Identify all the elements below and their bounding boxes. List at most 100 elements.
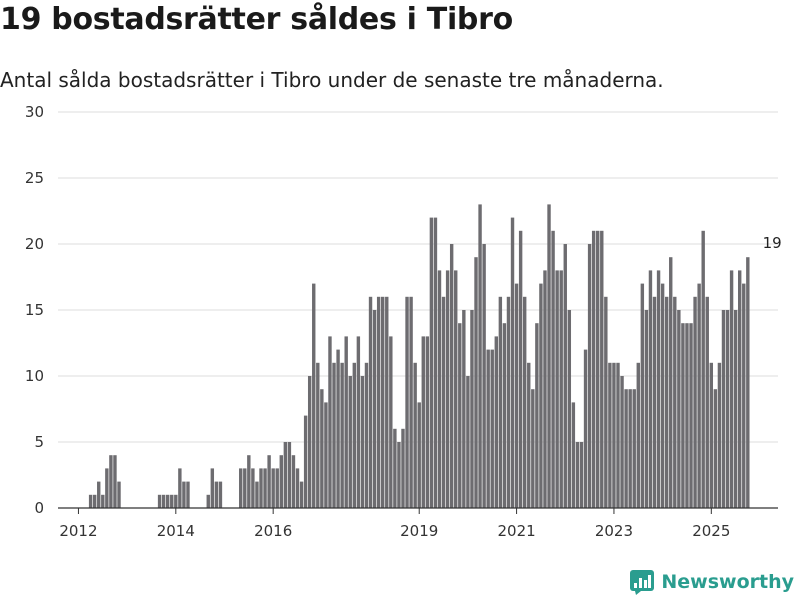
bar xyxy=(673,296,677,508)
bar xyxy=(381,296,385,508)
bar xyxy=(490,349,494,508)
bar xyxy=(186,481,190,508)
bar xyxy=(656,270,661,508)
bar xyxy=(644,310,649,508)
bar xyxy=(295,468,300,508)
bar xyxy=(466,376,470,508)
bar xyxy=(109,455,113,508)
bar xyxy=(320,389,324,508)
bar xyxy=(746,257,750,508)
bar xyxy=(157,494,162,508)
bar xyxy=(287,442,292,508)
bar xyxy=(567,310,572,508)
bar xyxy=(101,494,105,508)
x-tick-label: 2019 xyxy=(400,522,438,540)
bar xyxy=(348,376,352,508)
bar xyxy=(182,481,186,508)
brand-name: Newsworthy xyxy=(661,571,794,593)
bar xyxy=(328,336,332,508)
bar xyxy=(709,362,714,508)
bar xyxy=(733,310,738,508)
bar xyxy=(470,310,474,508)
bar xyxy=(693,296,697,508)
bar xyxy=(563,244,567,508)
bar xyxy=(689,323,693,508)
bar xyxy=(518,230,523,509)
bar xyxy=(535,323,539,508)
bar xyxy=(551,230,555,509)
bar xyxy=(591,230,596,509)
bar xyxy=(117,481,121,508)
bar xyxy=(364,362,369,508)
bar xyxy=(604,296,608,508)
bar xyxy=(510,217,515,508)
bar xyxy=(316,362,320,508)
bar xyxy=(462,310,466,508)
bar xyxy=(454,270,458,508)
bar xyxy=(474,257,478,508)
bar xyxy=(583,349,588,508)
bar xyxy=(368,296,373,508)
bar xyxy=(522,296,527,508)
bar xyxy=(596,230,600,509)
bar xyxy=(697,283,701,508)
bar xyxy=(632,389,636,508)
bar xyxy=(303,415,308,508)
bar xyxy=(701,230,705,509)
bar xyxy=(612,362,616,508)
bar xyxy=(239,468,243,508)
bar xyxy=(624,389,628,508)
bar xyxy=(681,323,685,508)
x-tick-label: 2021 xyxy=(497,522,535,540)
bar xyxy=(170,494,174,508)
bar xyxy=(105,468,109,508)
x-tick-label: 2025 xyxy=(692,522,730,540)
bar xyxy=(336,349,340,508)
x-tick-label: 2014 xyxy=(157,522,195,540)
bar xyxy=(571,402,576,508)
bar xyxy=(482,244,486,508)
bar xyxy=(547,204,551,508)
bar xyxy=(742,283,746,508)
bar xyxy=(409,296,413,508)
bar xyxy=(587,244,592,508)
bar xyxy=(539,283,543,508)
bar xyxy=(600,230,604,509)
bar xyxy=(486,349,490,508)
bar xyxy=(178,468,182,508)
y-tick-label: 10 xyxy=(25,367,44,385)
brand-logo[interactable]: Newsworthy xyxy=(629,568,794,596)
bar xyxy=(664,296,669,508)
bar xyxy=(312,283,316,508)
bar xyxy=(259,468,263,508)
bar xyxy=(291,455,296,508)
y-tick-label: 20 xyxy=(25,235,44,253)
bar xyxy=(332,362,336,508)
bars xyxy=(88,204,750,509)
bar xyxy=(421,336,425,508)
bar xyxy=(385,296,389,508)
x-tick-label: 2023 xyxy=(595,522,633,540)
highlight-value-label: 19 xyxy=(763,234,782,252)
bar xyxy=(352,362,357,508)
bar xyxy=(506,296,511,508)
x-tick-label: 2012 xyxy=(59,522,97,540)
bar xyxy=(271,468,275,508)
bar xyxy=(449,244,454,508)
x-tick-label: 2016 xyxy=(254,522,292,540)
bar xyxy=(376,296,381,508)
bar xyxy=(628,389,632,508)
y-tick-label: 0 xyxy=(34,499,44,517)
bar xyxy=(677,310,681,508)
bar xyxy=(255,481,259,508)
bar xyxy=(514,283,519,508)
bar xyxy=(502,323,507,508)
y-tick-label: 15 xyxy=(25,301,44,319)
bar xyxy=(267,455,271,508)
bar xyxy=(174,494,178,508)
bar xyxy=(527,362,531,508)
bar xyxy=(717,362,722,508)
bar xyxy=(251,468,255,508)
bar xyxy=(429,217,434,508)
